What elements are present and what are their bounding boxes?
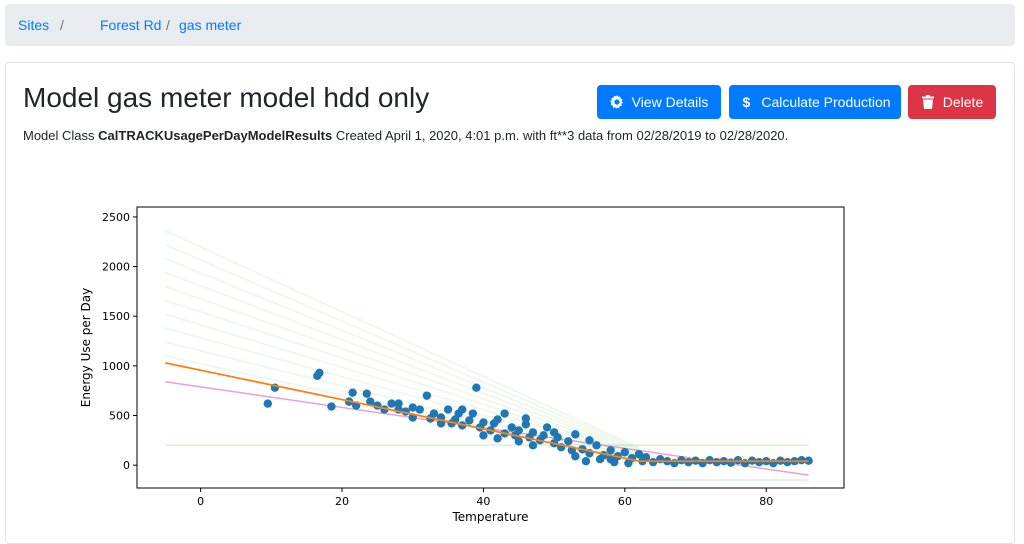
confidence-line [164, 243, 640, 451]
data-point [539, 431, 548, 440]
data-point [528, 441, 538, 450]
y-tick-label: 2000 [102, 261, 130, 274]
view-details-button[interactable]: View Details [597, 85, 721, 119]
x-tick-label: 40 [476, 495, 490, 508]
data-point [521, 414, 531, 423]
delete-label: Delete [942, 94, 984, 110]
data-point [443, 405, 453, 414]
data-point [429, 409, 439, 418]
x-axis-label: Temperature [451, 510, 528, 524]
confidence-line [164, 299, 640, 457]
data-point [797, 455, 806, 465]
y-tick-label: 500 [109, 410, 130, 423]
data-point [394, 399, 403, 408]
calculate-production-button[interactable]: $ Calculate Production [729, 85, 901, 119]
data-point [422, 391, 432, 400]
data-point [348, 388, 357, 397]
data-point [493, 434, 502, 443]
data-point [472, 383, 481, 392]
data-point [564, 437, 573, 446]
plot-frame [136, 206, 845, 489]
data-point [315, 368, 324, 378]
data-point [620, 448, 630, 457]
data-point [733, 455, 743, 465]
dollar-icon: $ [742, 94, 751, 110]
data-point [754, 457, 764, 467]
y-axis-label: Energy Use per Day [79, 288, 93, 408]
data-point [263, 399, 272, 408]
data-point [712, 457, 721, 467]
breadcrumb: Sites / Forest Rd / gas meter [5, 4, 1015, 46]
data-point [581, 456, 591, 466]
data-point [465, 416, 474, 425]
breadcrumb-gas-meter-link[interactable]: gas meter [179, 17, 242, 33]
data-point [507, 423, 516, 432]
trash-icon [921, 95, 935, 109]
data-point [634, 450, 644, 459]
x-tick-label: 80 [759, 495, 773, 508]
y-tick-label: 1000 [102, 360, 130, 373]
confidence-line [164, 257, 640, 452]
data-point [521, 420, 531, 429]
temperature-energy-chart: 0 20 40 60 80 0 500 1000 1500 2000 2500 Temperature… [79, 206, 845, 524]
data-point [362, 389, 371, 398]
confidence-band [164, 229, 640, 463]
data-point [677, 455, 686, 465]
page-title: Model gas meter model hdd only [23, 82, 430, 113]
data-point [468, 409, 478, 418]
breadcrumb-sites-link[interactable]: Sites [18, 17, 50, 33]
model-fit-line [165, 362, 809, 463]
model-class-name: CalTRACKUsagePerDayModelResults [98, 128, 333, 143]
x-tick-label: 0 [197, 495, 204, 508]
x-tick-label: 20 [335, 495, 349, 508]
data-point [592, 441, 601, 450]
confidence-line [164, 285, 640, 455]
data-point [585, 436, 594, 445]
gear-icon [609, 95, 624, 109]
data-point [641, 453, 651, 462]
data-point [493, 415, 502, 424]
x-tick-label: 60 [618, 495, 632, 508]
data-point [514, 426, 523, 435]
breadcrumb-separator: / [60, 17, 64, 33]
data-point [387, 399, 396, 408]
data-point [606, 446, 615, 455]
view-details-label: View Details [631, 94, 709, 110]
data-point [606, 455, 615, 464]
data-point [408, 403, 417, 412]
data-point [783, 457, 792, 467]
data-point [479, 431, 488, 440]
model-summary: Model Class CalTRACKUsagePerDayModelResu… [23, 128, 788, 143]
data-point [705, 455, 714, 465]
confidence-line [164, 271, 640, 454]
data-point [542, 423, 552, 432]
data-point [648, 457, 658, 467]
data-point [458, 405, 467, 414]
model-card [5, 62, 1015, 544]
delete-button[interactable]: Delete [908, 85, 996, 119]
data-point [500, 409, 509, 418]
confidence-line [164, 313, 640, 458]
y-tick-label: 0 [123, 459, 130, 472]
data-point [366, 397, 375, 406]
data-point [571, 430, 580, 439]
calculate-production-label: Calculate Production [761, 94, 891, 110]
data-point [479, 418, 488, 427]
y-tick-label: 1500 [102, 310, 130, 323]
model-class-prefix: Model Class [23, 128, 95, 143]
confidence-line [164, 229, 640, 449]
data-point [655, 455, 665, 464]
data-point [514, 437, 523, 446]
model-created-details: Created April 1, 2020, 4:01 p.m. with ft… [335, 128, 789, 143]
data-point [684, 457, 693, 467]
data-point [415, 405, 424, 414]
breadcrumb-separator: / [166, 17, 170, 33]
data-point [327, 402, 336, 411]
data-point [528, 428, 538, 437]
data-point [571, 452, 580, 461]
y-tick-label: 2500 [102, 211, 130, 224]
data-point [549, 428, 559, 437]
breadcrumb-forest-rd-link[interactable]: Forest Rd [100, 17, 162, 33]
